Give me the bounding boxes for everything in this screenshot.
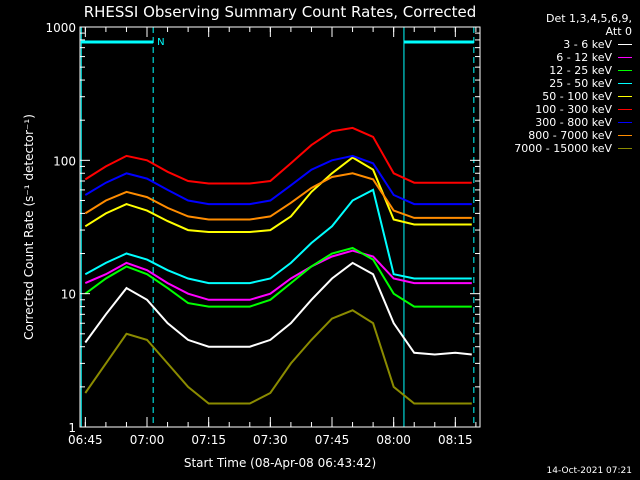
x-tick-label: 08:00	[376, 433, 411, 447]
flag-label: N	[157, 37, 164, 48]
legend-label: 3 - 6 keV	[563, 38, 612, 51]
legend: Det 1,3,4,5,6,9, Att 0 3 - 6 keV 6 - 12 k…	[514, 12, 632, 155]
legend-label: 25 - 50 keV	[549, 77, 612, 90]
legend-item: 300 - 800 keV	[514, 116, 632, 129]
series-line-1	[84, 249, 472, 301]
legend-header-detectors: Det 1,3,4,5,6,9,	[545, 12, 632, 25]
series-line-8	[84, 309, 472, 405]
series-line-2	[84, 246, 472, 308]
legend-label: 300 - 800 keV	[535, 116, 612, 129]
legend-item: 50 - 100 keV	[514, 90, 632, 103]
legend-item: 7000 - 15000 keV	[514, 142, 632, 155]
legend-swatch	[618, 148, 632, 149]
x-tick-label: 07:15	[191, 433, 226, 447]
x-axis-label: Start Time (08-Apr-08 06:43:42)	[184, 456, 376, 470]
legend-swatch	[618, 109, 632, 110]
legend-label: 800 - 7000 keV	[528, 129, 612, 142]
timestamp: 14-Oct-2021 07:21	[546, 466, 632, 476]
plot-frame	[79, 26, 481, 428]
legend-swatch	[618, 70, 632, 71]
legend-label: 12 - 25 keV	[549, 64, 612, 77]
series-line-5	[84, 126, 472, 185]
x-tick-label: 07:45	[315, 433, 350, 447]
legend-item: 100 - 300 keV	[514, 103, 632, 116]
legend-item: 12 - 25 keV	[514, 64, 632, 77]
legend-header-attenuator: Att 0	[605, 25, 632, 38]
legend-item: 25 - 50 keV	[514, 77, 632, 90]
legend-swatch	[618, 135, 632, 136]
chart-title: RHESSI Observing Summary Count Rates, Co…	[84, 3, 477, 21]
x-tick-label: 08:15	[438, 433, 473, 447]
legend-swatch	[618, 57, 632, 58]
legend-label: 7000 - 15000 keV	[514, 142, 612, 155]
axes: 1 10 100 1000 06:45 07:00 07:15 07:30 07:45 08:00…	[45, 21, 480, 447]
y-tick-label: 1000	[45, 21, 76, 35]
legend-label: 6 - 12 keV	[556, 51, 612, 64]
legend-swatch	[618, 96, 632, 97]
legend-swatch	[618, 122, 632, 123]
x-tick-label: 07:30	[253, 433, 288, 447]
series-line-7	[84, 172, 472, 221]
series-line-4	[84, 156, 472, 233]
y-axis-label: Corrected Count Rate (s⁻¹ detector⁻¹)	[22, 114, 36, 340]
legend-item: 6 - 12 keV	[514, 51, 632, 64]
legend-swatch	[618, 83, 632, 84]
y-tick-label: 10	[61, 288, 76, 302]
x-tick-label: 07:00	[130, 433, 165, 447]
legend-label: 50 - 100 keV	[542, 90, 612, 103]
legend-item: 800 - 7000 keV	[514, 129, 632, 142]
y-tick-label: 100	[53, 154, 76, 168]
series-line-6	[84, 154, 472, 206]
x-tick-label: 06:45	[68, 433, 103, 447]
legend-label: 100 - 300 keV	[535, 103, 612, 116]
legend-item: 3 - 6 keV	[514, 38, 632, 51]
series-line-0	[84, 261, 472, 356]
y-tick-label: 1	[68, 421, 76, 435]
series-line-3	[84, 188, 472, 285]
legend-swatch	[618, 44, 632, 45]
